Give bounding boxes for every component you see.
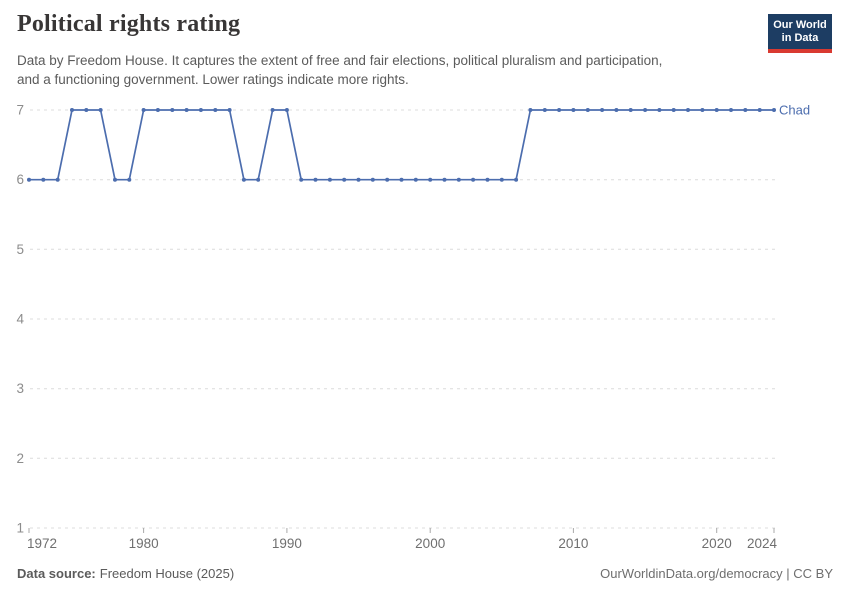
- chart-point[interactable]: [413, 177, 418, 182]
- chart-point[interactable]: [27, 177, 31, 182]
- chart-point[interactable]: [628, 108, 633, 112]
- x-tick-label: 1972: [27, 536, 57, 551]
- chart-point[interactable]: [41, 177, 46, 182]
- chart-point[interactable]: [585, 108, 590, 112]
- chart-subtitle: Data by Freedom House. It captures the e…: [17, 51, 662, 89]
- chart-point[interactable]: [571, 108, 576, 112]
- owid-logo-line-2: in Data: [781, 31, 819, 44]
- chart-point[interactable]: [600, 108, 605, 112]
- footer-link: OurWorldinData.org/democracy | CC BY: [600, 566, 833, 581]
- chart-point[interactable]: [772, 108, 776, 112]
- y-tick-label: 7: [16, 103, 24, 118]
- chart-point[interactable]: [643, 108, 648, 112]
- chart-point[interactable]: [671, 108, 676, 112]
- chart-point[interactable]: [514, 177, 519, 182]
- chart-point[interactable]: [141, 108, 146, 112]
- subtitle-line-2: and a functioning government. Lower rati…: [17, 72, 409, 87]
- subtitle-line-1: Data by Freedom House. It captures the e…: [17, 53, 663, 68]
- y-tick-label: 4: [16, 312, 24, 327]
- chart-point[interactable]: [84, 108, 89, 112]
- chart-point[interactable]: [399, 177, 404, 182]
- y-tick-label: 3: [16, 381, 24, 396]
- y-tick-label: 1: [16, 521, 24, 536]
- x-tick-label: 2024: [747, 536, 778, 551]
- chart-point[interactable]: [155, 108, 160, 112]
- chart-point[interactable]: [198, 108, 203, 112]
- chart-point[interactable]: [700, 108, 705, 112]
- chart-point[interactable]: [256, 177, 261, 182]
- chart-point[interactable]: [456, 177, 461, 182]
- owid-logo[interactable]: Our World in Data: [768, 14, 832, 53]
- chart-point[interactable]: [70, 108, 74, 112]
- x-tick-label: 2020: [702, 536, 732, 551]
- y-tick-label: 5: [16, 242, 24, 257]
- chart-point[interactable]: [528, 108, 533, 112]
- y-tick-label: 2: [16, 451, 24, 466]
- chart-point[interactable]: [98, 108, 103, 112]
- chart-point[interactable]: [757, 108, 762, 112]
- chart-point[interactable]: [356, 177, 361, 182]
- chart-point[interactable]: [485, 177, 490, 182]
- x-tick-label: 2010: [558, 536, 588, 551]
- chart-point[interactable]: [327, 177, 332, 182]
- chart-point[interactable]: [241, 177, 246, 182]
- chart-point[interactable]: [313, 177, 318, 182]
- chart-point[interactable]: [213, 108, 218, 112]
- chart-point[interactable]: [284, 108, 289, 112]
- chart-line[interactable]: [29, 109, 774, 181]
- chart-point[interactable]: [299, 177, 304, 182]
- chart-point[interactable]: [184, 108, 189, 112]
- chart-point[interactable]: [614, 108, 619, 112]
- series-end-label: Chad: [779, 103, 810, 118]
- y-tick-label: 6: [16, 172, 24, 187]
- chart-point[interactable]: [227, 108, 232, 112]
- chart-point[interactable]: [714, 108, 719, 112]
- data-source: Data source: Freedom House (2025): [17, 566, 234, 581]
- chart-point[interactable]: [743, 108, 748, 112]
- chart-point[interactable]: [270, 108, 275, 112]
- x-tick-label: 2000: [415, 536, 445, 551]
- chart-point[interactable]: [686, 108, 690, 112]
- data-source-value: Freedom House (2025): [99, 566, 235, 581]
- chart-point[interactable]: [370, 177, 375, 182]
- chart-point[interactable]: [542, 108, 547, 112]
- x-tick-label: 1980: [129, 536, 159, 551]
- page-title: Political rights rating: [17, 11, 241, 37]
- chart-point[interactable]: [499, 177, 504, 182]
- chart-point[interactable]: [113, 177, 117, 182]
- chart-footer: Data source: Freedom House (2025) OurWorl…: [17, 566, 833, 581]
- chart-point[interactable]: [127, 177, 132, 182]
- x-tick-label: 1990: [272, 536, 302, 551]
- owid-logo-line-1: Our World: [773, 18, 827, 31]
- chart-point[interactable]: [55, 177, 60, 182]
- chart-point[interactable]: [342, 177, 347, 182]
- chart-point[interactable]: [442, 177, 447, 182]
- chart-point[interactable]: [170, 108, 175, 112]
- chart-point[interactable]: [471, 177, 476, 182]
- data-source-label: Data source:: [17, 566, 96, 581]
- chart-point[interactable]: [729, 108, 733, 112]
- chart-point[interactable]: [657, 108, 662, 112]
- chart-point[interactable]: [385, 177, 390, 182]
- chart-point[interactable]: [428, 177, 433, 182]
- chart-point[interactable]: [557, 108, 562, 112]
